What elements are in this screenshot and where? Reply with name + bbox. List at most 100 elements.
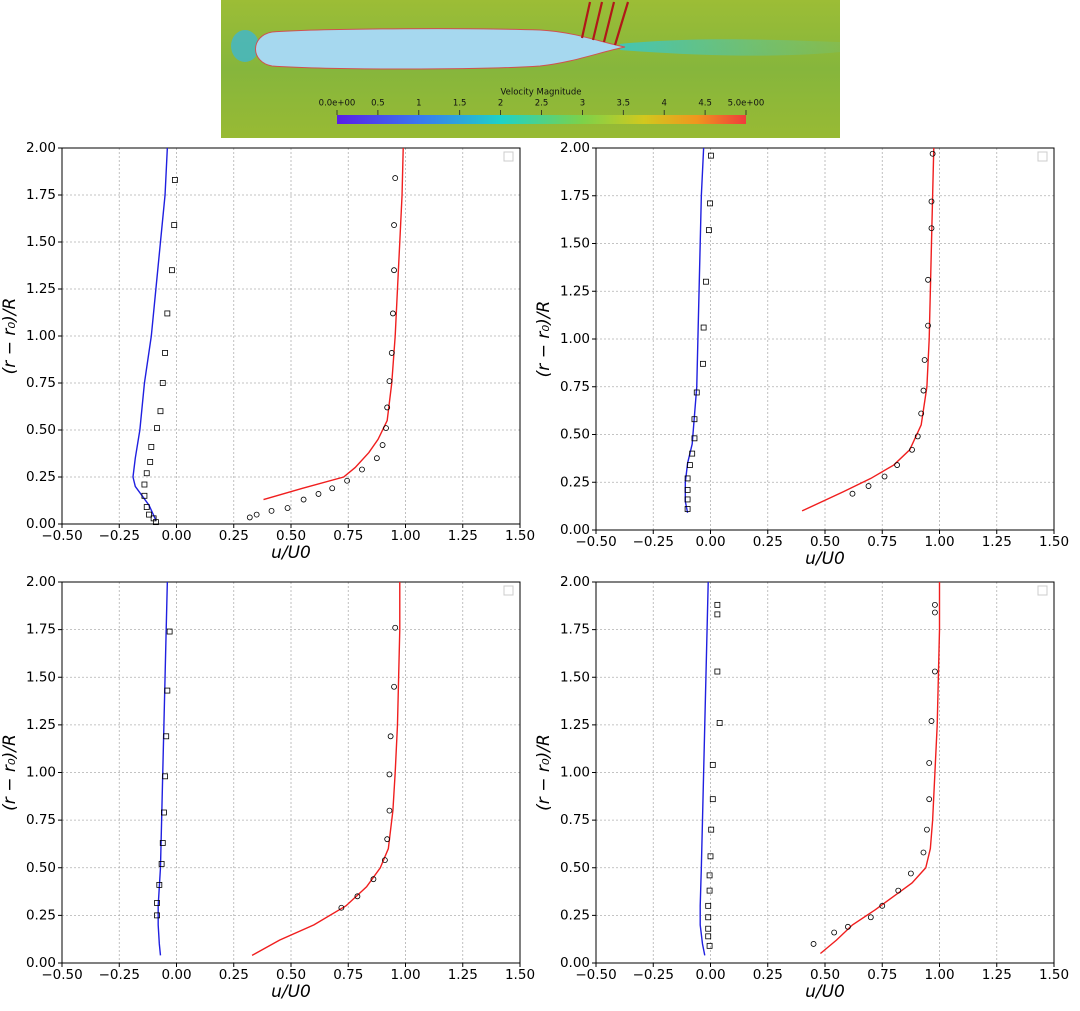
legend-box <box>1037 151 1048 162</box>
square-marker <box>705 227 712 234</box>
chart: −0.50 −0.25 0.00 0.25 0.50 0.75 1.00 1.25 1.50 0.… <box>0 574 535 1002</box>
circle-marker <box>865 483 872 489</box>
square-marker <box>689 450 696 457</box>
y-tick-label: 0.25 <box>560 474 590 490</box>
square-marker <box>154 900 160 906</box>
square-marker <box>164 687 171 694</box>
square-marker <box>141 492 148 499</box>
x-tick-label: 1.00 <box>390 967 420 983</box>
wake <box>620 39 840 56</box>
square-marker <box>707 853 714 860</box>
square-marker <box>169 267 175 274</box>
square-marker <box>705 933 712 940</box>
square-marker <box>708 152 714 159</box>
x-tick-label: 1.00 <box>924 967 954 983</box>
colorbar-tick-label: 2 <box>498 99 503 109</box>
square-marker <box>691 416 698 423</box>
propeller-blades <box>580 1 630 46</box>
x-tick-label: 1.25 <box>448 528 478 544</box>
square-marker <box>152 519 159 526</box>
x-tick-label: 1.25 <box>448 967 478 983</box>
y-axis-label: (r − r₀)/R <box>534 301 554 378</box>
circle-marker <box>387 733 394 740</box>
circle-marker <box>920 849 927 856</box>
circle-marker <box>895 887 902 894</box>
y-tick-label: 1.75 <box>560 188 590 204</box>
x-axis-label: u/U0 <box>805 982 845 1002</box>
colorbar-tick-label: 3.5 <box>617 99 631 109</box>
x-tick-label: 0.25 <box>753 534 783 550</box>
circle-marker <box>831 929 838 936</box>
x-tick-label: 0.50 <box>276 967 306 983</box>
x-tick-label: −0.25 <box>633 967 674 983</box>
x-tick-label: 0.50 <box>810 534 840 550</box>
square-marker <box>708 826 715 833</box>
circle-marker <box>914 433 921 440</box>
circle-marker <box>925 322 931 329</box>
x-axis-label: u/U0 <box>271 543 311 563</box>
x-tick-label: 0.75 <box>867 967 897 983</box>
colorbar-tick-label: 2.5 <box>535 99 549 109</box>
square-marker <box>706 887 713 894</box>
circle-marker <box>867 914 874 921</box>
y-tick-label: 0.75 <box>560 812 590 828</box>
square-marker <box>684 475 691 482</box>
y-tick-label: 0.75 <box>560 379 590 395</box>
x-tick-label: 1.25 <box>982 534 1012 550</box>
circle-marker <box>370 876 377 883</box>
square-marker <box>162 773 168 780</box>
circle-marker <box>384 836 391 843</box>
profile-line <box>251 582 401 956</box>
x-tick-label: −0.25 <box>99 967 140 983</box>
y-tick-label: 1.75 <box>560 622 590 638</box>
square-marker <box>700 360 706 367</box>
circle-marker <box>932 609 938 616</box>
circle-marker <box>392 624 399 631</box>
x-tick-label: −0.50 <box>575 534 616 550</box>
square-marker <box>147 459 154 465</box>
plot-frame <box>61 147 521 525</box>
square-marker <box>146 511 152 518</box>
blade <box>591 1 604 41</box>
circle-marker <box>329 485 336 492</box>
blade <box>602 1 616 43</box>
square-marker <box>157 408 164 415</box>
y-tick-label: 1.25 <box>26 717 56 733</box>
x-tick-label: 1.00 <box>924 534 954 550</box>
circle-marker <box>928 198 935 205</box>
square-marker <box>166 628 173 635</box>
circle-marker <box>881 473 888 480</box>
y-tick-label: 0.50 <box>26 422 56 438</box>
circle-marker <box>932 601 938 608</box>
stagnation-zone <box>231 30 259 62</box>
colorbar <box>337 115 746 124</box>
x-tick-label: −0.25 <box>99 528 140 544</box>
square-marker <box>709 796 716 803</box>
circle-marker <box>810 941 817 947</box>
x-axis-label: u/U0 <box>805 549 845 569</box>
legend-box <box>503 151 514 162</box>
square-marker <box>705 914 712 921</box>
y-tick-label: 1.75 <box>26 622 56 638</box>
flow-field-image: Velocity Magnitude <box>221 0 840 138</box>
circle-marker <box>879 902 886 909</box>
square-marker <box>171 222 178 228</box>
y-tick-label: 1.50 <box>26 234 56 250</box>
circle-marker <box>268 507 275 514</box>
circle-marker <box>845 923 851 930</box>
y-tick-label: 0.25 <box>26 907 56 923</box>
profile-line <box>684 147 705 513</box>
circle-marker <box>926 796 933 803</box>
circle-marker <box>384 404 391 411</box>
square-marker <box>161 809 167 816</box>
x-tick-label: 1.50 <box>1039 967 1069 983</box>
circle-marker <box>354 893 361 900</box>
square-marker <box>143 470 150 477</box>
colorbar-tick-label: 0.0e+00 <box>319 99 356 109</box>
square-marker <box>158 861 165 867</box>
square-marker <box>703 278 709 285</box>
square-marker <box>684 506 691 512</box>
x-tick-label: 1.25 <box>982 967 1012 983</box>
y-tick-label: 0.75 <box>26 812 56 828</box>
y-tick-label: 0.75 <box>26 375 56 391</box>
